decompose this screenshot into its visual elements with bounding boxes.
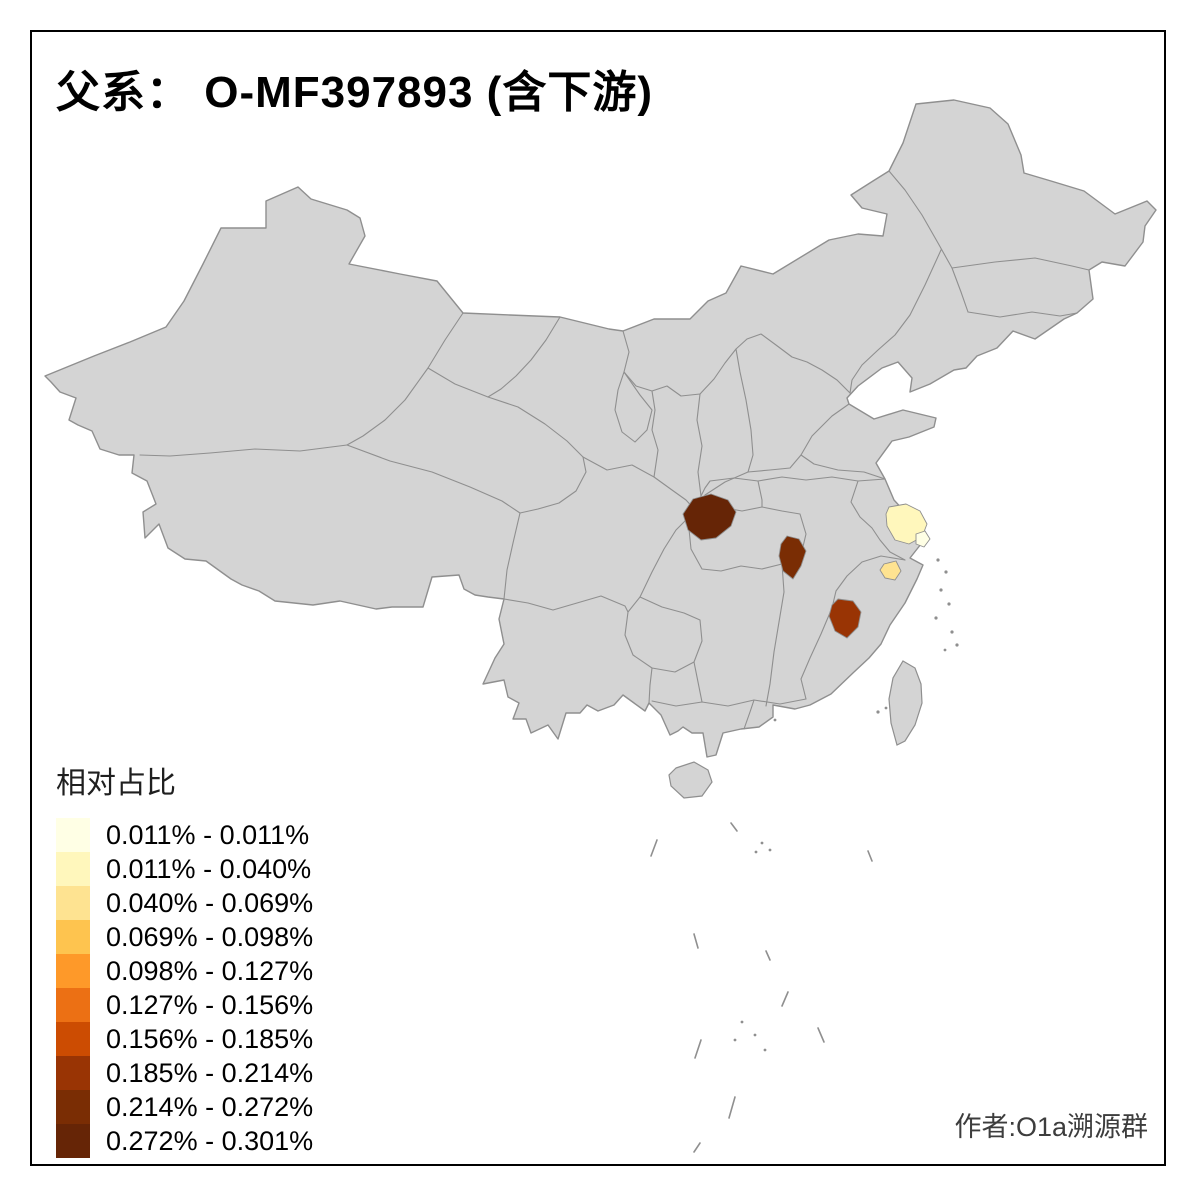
legend-row: 0.098% - 0.127% [56, 954, 313, 988]
legend-swatch [56, 852, 90, 886]
author-credit: 作者:O1a溯源群 [954, 1112, 1148, 1142]
legend-swatch [56, 920, 90, 954]
legend-swatch [56, 818, 90, 852]
legend-swatch [56, 988, 90, 1022]
coastal-islands [733, 558, 959, 1052]
legend-label: 0.272% - 0.301% [106, 1125, 314, 1156]
legend-row: 0.214% - 0.272% [56, 1090, 313, 1124]
legend-swatch-color [56, 988, 90, 1022]
hainan-island [668, 761, 713, 799]
choropleth-region-6 [915, 530, 931, 548]
legend-swatch-color [56, 1124, 90, 1158]
legend-swatch-color [56, 920, 90, 954]
legend-swatch-color [56, 1022, 90, 1056]
nine-dash-line [650, 822, 873, 1153]
legend-row: 0.040% - 0.069% [56, 886, 313, 920]
china-landmass [44, 99, 1157, 758]
legend-swatch [56, 1124, 90, 1158]
legend-title: 相对占比 [56, 767, 176, 800]
choropleth-region-3 [828, 598, 862, 639]
legend-label: 0.040% - 0.069% [106, 887, 314, 918]
legend-swatch-color [56, 1090, 90, 1124]
legend-label: 0.098% - 0.127% [106, 955, 314, 986]
legend-row: 0.272% - 0.301% [56, 1124, 313, 1158]
taiwan-island [888, 660, 923, 746]
legend-label: 0.011% - 0.011% [106, 819, 310, 850]
legend-label: 0.185% - 0.214% [106, 1057, 314, 1088]
legend-row: 0.011% - 0.040% [56, 852, 313, 886]
legend-swatch [56, 1022, 90, 1056]
legend-swatch [56, 1090, 90, 1124]
choropleth-region-2 [778, 535, 807, 580]
legend: 相对占比 0.011% - 0.011% 0.011% - 0.040% 0.0… [56, 758, 313, 1158]
legend-swatch-color [56, 818, 90, 852]
choropleth-region-5 [879, 560, 902, 581]
legend-label: 0.127% - 0.156% [106, 989, 314, 1020]
legend-row: 0.185% - 0.214% [56, 1056, 313, 1090]
legend-swatch [56, 886, 90, 920]
legend-label: 0.214% - 0.272% [106, 1091, 314, 1122]
legend-label: 0.011% - 0.040% [106, 853, 312, 884]
legend-label: 0.156% - 0.185% [106, 1023, 314, 1054]
legend-swatch-color [56, 1056, 90, 1090]
legend-swatch [56, 954, 90, 988]
choropleth-region-1 [682, 493, 737, 541]
legend-row: 0.011% - 0.011% [56, 818, 313, 852]
legend-swatch-color [56, 852, 90, 886]
legend-swatch-color [56, 886, 90, 920]
page-frame [30, 30, 1166, 1166]
legend-row: 0.156% - 0.185% [56, 1022, 313, 1056]
legend-label: 0.069% - 0.098% [106, 921, 314, 952]
legend-swatch-color [56, 954, 90, 988]
legend-row: 0.069% - 0.098% [56, 920, 313, 954]
legend-swatch [56, 1056, 90, 1090]
legend-row: 0.127% - 0.156% [56, 988, 313, 1022]
page-title: 父系： O-MF397893 (含下游) [56, 68, 653, 117]
province-borders [139, 170, 1090, 730]
